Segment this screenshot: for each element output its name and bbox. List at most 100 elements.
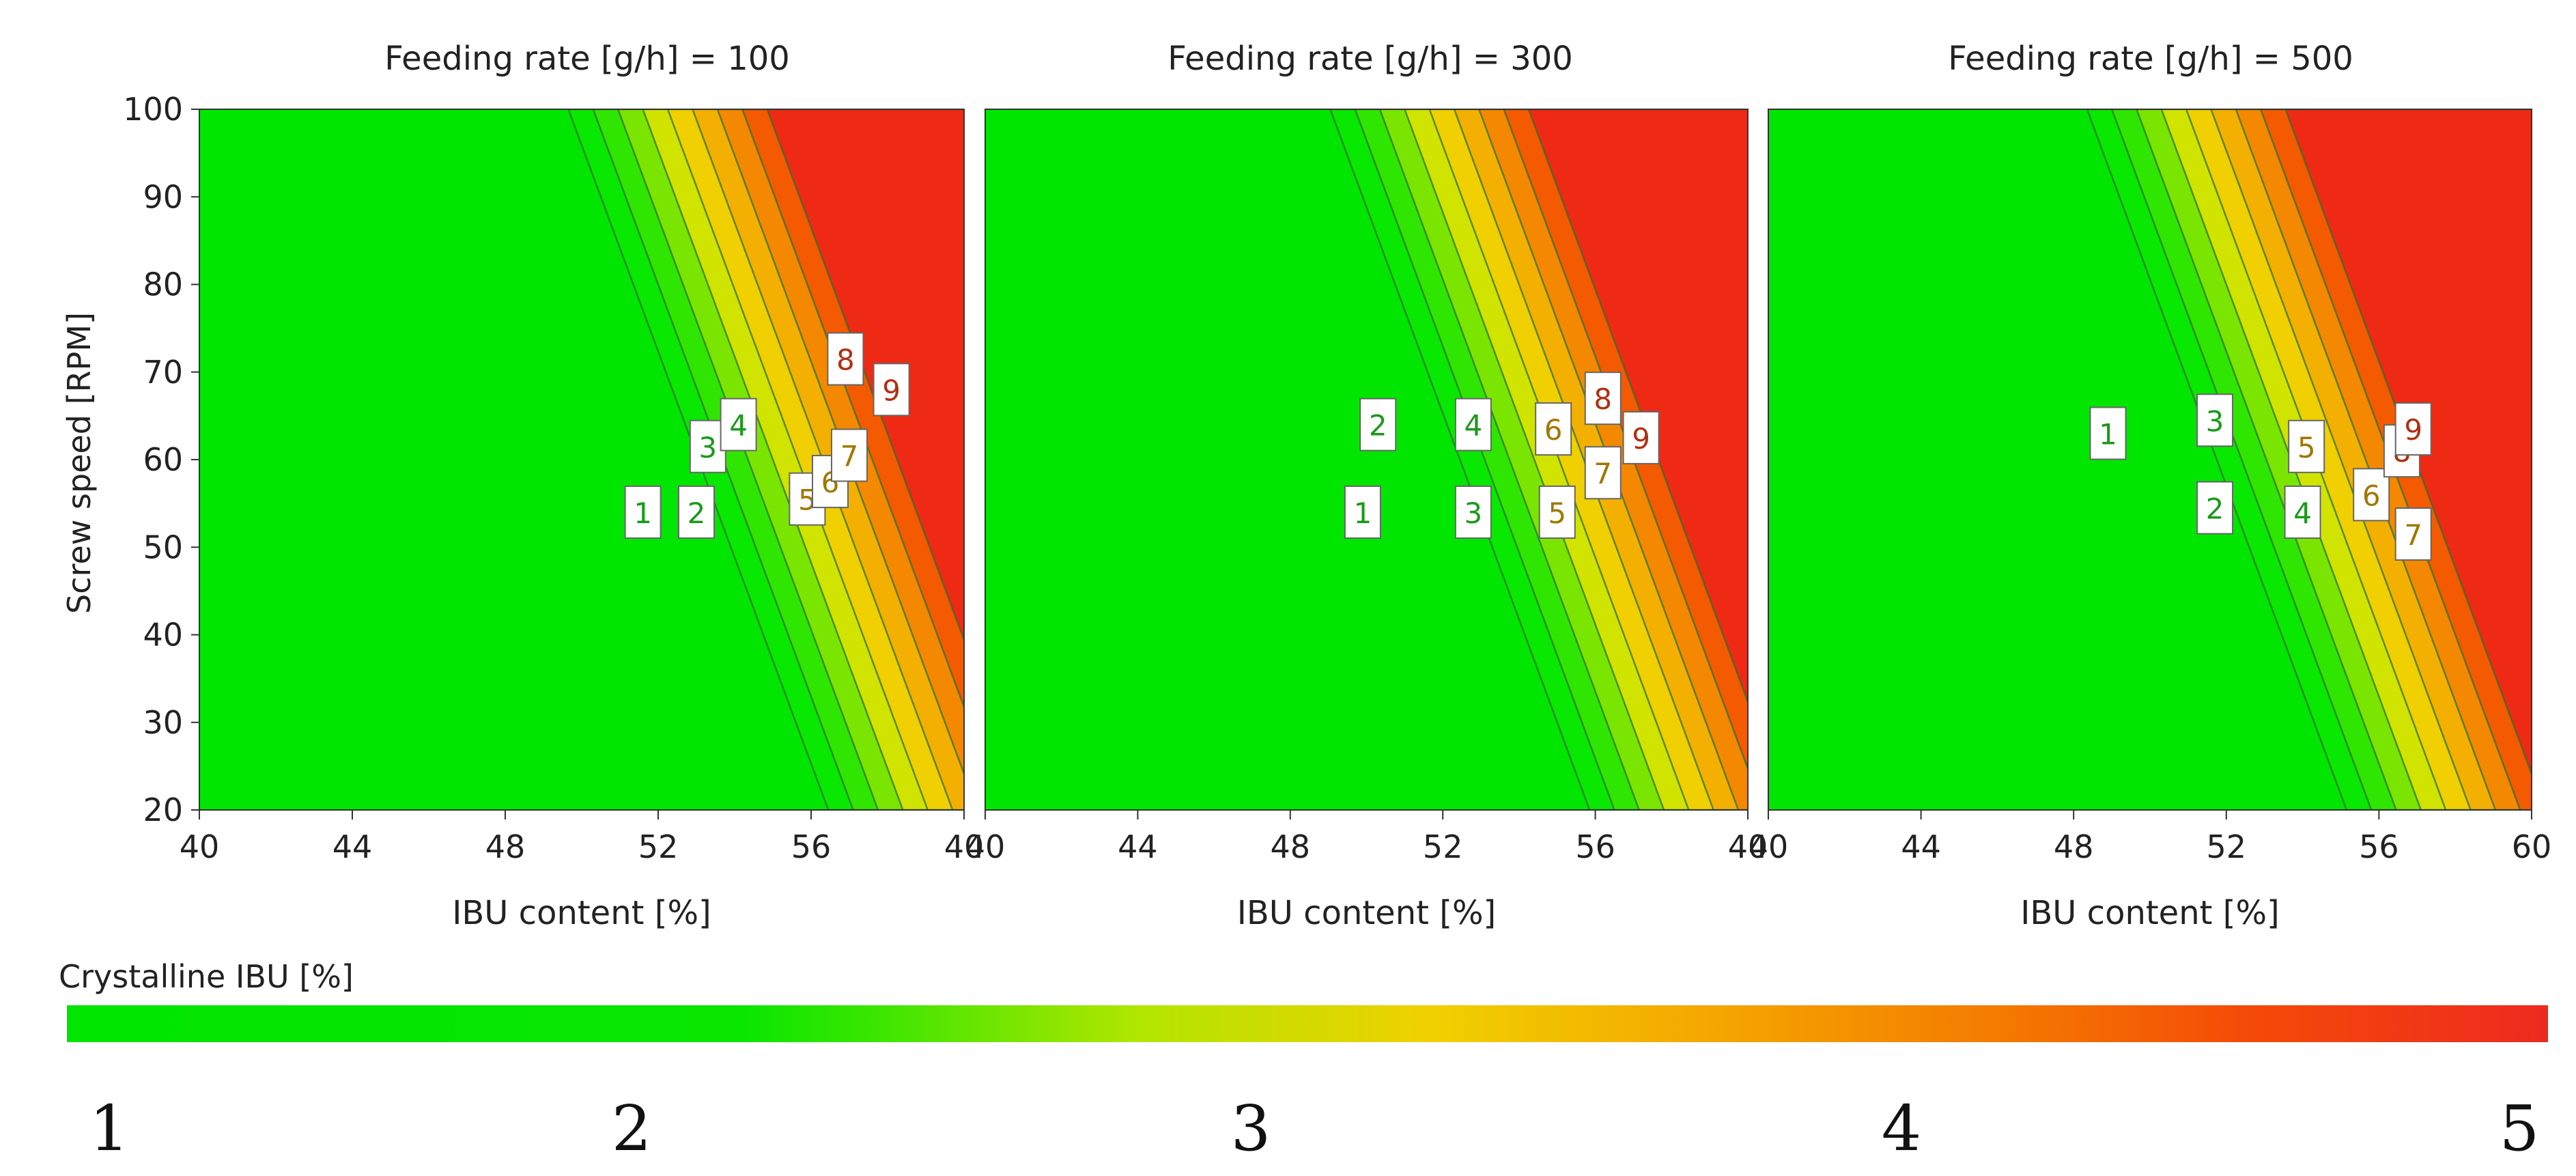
point-label: 7 bbox=[2404, 518, 2422, 552]
point-1: 1 bbox=[1344, 485, 1381, 539]
point-label: 9 bbox=[1632, 422, 1650, 456]
point-label: 1 bbox=[1354, 496, 1372, 530]
colorbar-tick-label: 4 bbox=[1882, 1092, 1922, 1165]
point-label: 7 bbox=[1594, 457, 1612, 490]
point-box bbox=[1584, 446, 1622, 500]
point-9: 9 bbox=[1622, 410, 1660, 464]
point-box bbox=[1535, 402, 1572, 456]
panel-3-plot bbox=[1768, 109, 2532, 810]
point-5: 5 bbox=[2288, 419, 2325, 473]
x-tick-label: 40 bbox=[1728, 828, 1768, 865]
x-tick-label: 44 bbox=[1901, 828, 1941, 865]
point-label: 2 bbox=[2206, 492, 2224, 526]
plot-frame bbox=[1768, 109, 2532, 811]
x-tick-label: 40 bbox=[944, 828, 985, 865]
point-box bbox=[831, 428, 868, 482]
point-3: 3 bbox=[689, 419, 726, 473]
point-box bbox=[624, 485, 662, 539]
x-tick-label: 48 bbox=[2054, 828, 2094, 865]
x-tick-label: 48 bbox=[485, 828, 526, 865]
point-box bbox=[1622, 410, 1660, 464]
colorbar-tick-label: 3 bbox=[1231, 1092, 1271, 1165]
x-tick-label: 52 bbox=[1423, 828, 1463, 865]
y-tick-label: 50 bbox=[143, 529, 183, 565]
point-box bbox=[2196, 393, 2234, 447]
x-tick-label: 48 bbox=[1271, 828, 1311, 865]
point-box bbox=[1454, 397, 1492, 451]
point-3: 3 bbox=[1454, 485, 1492, 539]
point-1: 1 bbox=[2089, 406, 2127, 460]
x-tick-label: 40 bbox=[1749, 828, 1789, 865]
x-axis-label: IBU content [%] bbox=[452, 894, 711, 932]
point-box bbox=[1359, 397, 1397, 451]
x-tick-label: 52 bbox=[2207, 828, 2247, 865]
point-label: 2 bbox=[688, 496, 706, 530]
point-box bbox=[2394, 507, 2432, 561]
colorbar-tick-label: 1 bbox=[89, 1092, 130, 1165]
point-5: 5 bbox=[1538, 485, 1576, 539]
point-box bbox=[2196, 481, 2234, 535]
contour-band bbox=[766, 109, 964, 643]
x-tick-label: 56 bbox=[791, 828, 832, 865]
point-1: 1 bbox=[624, 485, 662, 539]
point-label: 2 bbox=[1369, 409, 1387, 443]
point-box bbox=[1584, 372, 1622, 425]
point-box bbox=[873, 363, 910, 417]
y-tick-label: 70 bbox=[143, 354, 183, 391]
point-label: 4 bbox=[1464, 409, 1483, 443]
point-label: 8 bbox=[836, 344, 855, 377]
contour-band bbox=[2284, 109, 2532, 776]
x-tick-label: 40 bbox=[965, 828, 1006, 865]
point-7: 7 bbox=[831, 428, 868, 482]
panels bbox=[199, 109, 2532, 810]
x-tick-label: 56 bbox=[2359, 828, 2399, 865]
point-box bbox=[2288, 419, 2325, 473]
point-label: 6 bbox=[1544, 413, 1563, 447]
point-label: 1 bbox=[2099, 418, 2117, 451]
point-label: 3 bbox=[1464, 496, 1483, 530]
x-tick-label: 44 bbox=[332, 828, 373, 865]
panel-title: Feeding rate [g/h] = 500 bbox=[1948, 40, 2353, 78]
point-4: 4 bbox=[1454, 397, 1492, 451]
y-tick-label: 30 bbox=[143, 704, 183, 741]
colorbar-tick-label: 2 bbox=[612, 1092, 652, 1165]
point-3: 3 bbox=[2196, 393, 2234, 447]
point-box bbox=[2284, 485, 2321, 539]
colorbar-bar bbox=[67, 1005, 2548, 1042]
point-box bbox=[2353, 468, 2390, 522]
y-tick-label: 20 bbox=[143, 792, 183, 828]
x-tick-label: 60 bbox=[2512, 828, 2552, 865]
point-6: 6 bbox=[2353, 468, 2390, 522]
point-label: 1 bbox=[634, 496, 652, 530]
point-label: 3 bbox=[698, 431, 717, 464]
point-box bbox=[2089, 406, 2127, 460]
point-box bbox=[1344, 485, 1381, 539]
point-label: 5 bbox=[1548, 496, 1566, 530]
y-tick-label: 100 bbox=[123, 91, 183, 128]
point-box bbox=[689, 419, 726, 473]
point-label: 4 bbox=[2293, 496, 2312, 530]
y-tick-label: 90 bbox=[143, 178, 183, 215]
point-label: 3 bbox=[2206, 404, 2224, 438]
panel-2-plot bbox=[985, 109, 1748, 810]
point-label: 9 bbox=[882, 374, 901, 407]
point-4: 4 bbox=[720, 397, 757, 451]
colorbar-tick-label: 5 bbox=[2500, 1092, 2540, 1165]
point-8: 8 bbox=[1584, 372, 1622, 425]
contour-band bbox=[1527, 109, 1748, 705]
panel-title: Feeding rate [g/h] = 100 bbox=[384, 40, 790, 78]
colorbar-title: Crystalline IBU [%] bbox=[59, 958, 354, 995]
point-label: 4 bbox=[729, 409, 748, 443]
point-7: 7 bbox=[1584, 446, 1622, 500]
point-box bbox=[720, 397, 757, 451]
point-box bbox=[1538, 485, 1576, 539]
point-label: 7 bbox=[840, 440, 859, 473]
point-label: 9 bbox=[2404, 413, 2422, 447]
y-tick-label: 60 bbox=[143, 441, 183, 478]
x-tick-label: 40 bbox=[180, 828, 220, 865]
panel-1-plot bbox=[199, 109, 964, 810]
x-axis-label: IBU content [%] bbox=[2020, 894, 2280, 932]
point-box bbox=[678, 485, 715, 539]
